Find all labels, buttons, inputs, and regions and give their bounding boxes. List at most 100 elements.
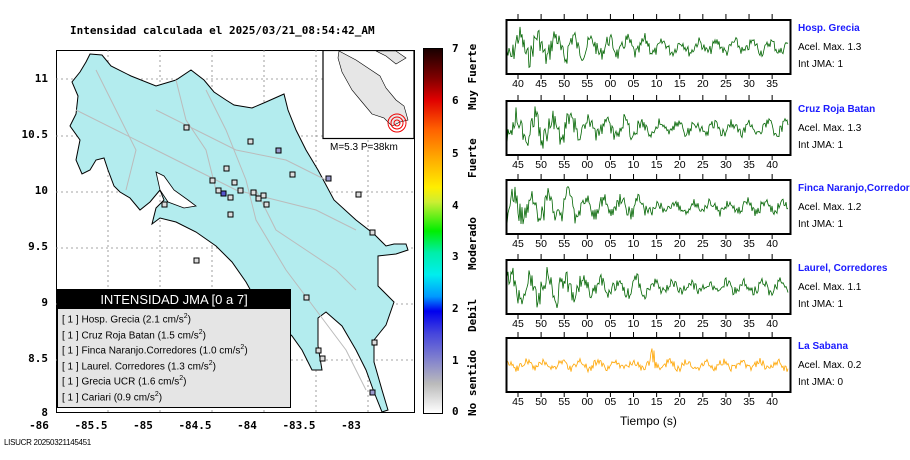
time-tick-label: 35 <box>766 78 778 90</box>
station-marker[interactable] <box>250 189 257 196</box>
time-tick-label: 45 <box>512 318 524 330</box>
station-marker[interactable] <box>355 191 362 198</box>
station-marker[interactable] <box>215 187 222 194</box>
colorbar-tick: 7 <box>452 42 459 55</box>
station-marker[interactable] <box>369 229 376 236</box>
time-tick-label: 30 <box>720 396 732 408</box>
legend-sup: 2 <box>179 375 184 382</box>
colorbar-label: Debil <box>466 298 479 332</box>
station-marker[interactable] <box>227 194 234 201</box>
legend-station: Hosp. Grecia (2.1 cm/s <box>81 314 184 326</box>
station-marker[interactable] <box>319 355 326 362</box>
lat-tick: 10 <box>34 184 48 197</box>
gulf-of-nicoya <box>155 171 197 209</box>
seismogram-plot <box>505 14 792 79</box>
station-marker[interactable] <box>369 389 376 396</box>
lon-tick: -86 <box>29 419 49 432</box>
time-tick-label: 00 <box>581 318 594 330</box>
legend-intensity: [ 1 ] <box>62 345 79 357</box>
station-name: Hosp. Grecia <box>798 23 860 34</box>
time-tick-label: 45 <box>535 78 547 90</box>
seismogram-frame <box>505 337 792 393</box>
legend-station: Cruz Roja Batan (1.5 cm/s <box>81 329 199 341</box>
legend-sup: 2 <box>240 344 245 351</box>
time-tick-label: 15 <box>650 318 663 330</box>
time-tick-label: 00 <box>604 78 617 90</box>
station-marker[interactable] <box>209 177 216 184</box>
station-max-accel: Acel. Max. 1.3 <box>798 42 862 53</box>
station-marker[interactable] <box>223 165 230 172</box>
time-tick-label: 25 <box>720 78 732 90</box>
legend-row: [ 1 ] Cariari (0.9 cm/s2) <box>58 387 290 403</box>
station-marker[interactable] <box>260 192 267 199</box>
time-tick-label: 00 <box>581 159 594 171</box>
legend-intensity: [ 1 ] <box>62 376 79 388</box>
station-name: La Sabana <box>798 341 849 352</box>
legend-header: INTENSIDAD JMA [0 a 7] <box>58 290 290 309</box>
station-marker[interactable] <box>255 195 262 202</box>
station-jma-intensity: Int JMA: 1 <box>798 59 844 70</box>
time-tick-label: 30 <box>720 318 732 330</box>
time-tick-label: 50 <box>558 78 571 90</box>
station-marker[interactable] <box>247 138 254 145</box>
station-marker[interactable] <box>231 179 238 186</box>
station-marker[interactable] <box>237 187 244 194</box>
station-marker[interactable] <box>325 175 332 182</box>
station-marker[interactable] <box>263 201 270 208</box>
colorbar-tick: 5 <box>452 147 459 160</box>
colorbar-label: Moderado <box>466 217 479 270</box>
lat-tick: 9 <box>41 296 48 309</box>
station-marker[interactable] <box>289 171 296 178</box>
station-max-accel: Acel. Max. 1.3 <box>798 123 862 134</box>
time-tick-label: 15 <box>650 238 663 250</box>
legend-row: [ 1 ] Cruz Roja Batan (1.5 cm/s2) <box>58 325 290 341</box>
lat-tick: 8.5 <box>28 352 48 365</box>
station-max-accel: Acel. Max. 0.2 <box>798 360 862 371</box>
time-tick-label: 45 <box>512 238 524 250</box>
lon-tick: -83.5 <box>282 419 316 432</box>
legend-end: ) <box>212 360 216 372</box>
time-tick-label: 30 <box>720 238 732 250</box>
time-tick-label: 45 <box>512 396 524 408</box>
colorbar-label: No sentido <box>466 349 479 416</box>
station-jma-intensity: Int JMA: 1 <box>798 140 844 151</box>
time-tick-label: 05 <box>627 78 640 90</box>
time-tick-label: 10 <box>627 238 640 250</box>
station-marker[interactable] <box>303 294 310 301</box>
station-marker[interactable] <box>183 124 190 131</box>
legend-sup: 2 <box>183 313 188 320</box>
time-tick-label: 00 <box>581 396 594 408</box>
seismogram-frame <box>505 19 792 75</box>
station-marker[interactable] <box>161 201 168 208</box>
waveform-trace <box>506 26 789 69</box>
intensity-legend: INTENSIDAD JMA [0 a 7] [ 1 ] Hosp. Greci… <box>57 289 291 408</box>
legend-intensity: [ 1 ] <box>62 314 79 326</box>
legend-row: [ 1 ] Laurel. Corredores (1.3 cm/s2) <box>58 356 290 372</box>
seismogram-plot <box>505 332 792 397</box>
time-tick-label: 05 <box>604 238 617 250</box>
colorbar-tick: 0 <box>452 405 459 418</box>
station-marker[interactable] <box>315 347 322 354</box>
station-jma-intensity: Int JMA: 1 <box>798 299 844 310</box>
station-marker[interactable] <box>275 147 282 154</box>
lat-tick: 11 <box>34 72 48 85</box>
time-tick-label: 35 <box>743 396 755 408</box>
legend-sup: 2 <box>154 390 159 398</box>
time-tick-label: 30 <box>743 78 755 90</box>
station-marker[interactable] <box>193 257 200 264</box>
time-tick-label: 20 <box>696 78 709 90</box>
time-axis-label: Tiempo (s) <box>620 414 677 428</box>
legend-intensity: [ 1 ] <box>62 360 79 372</box>
legend-station: Finca Naranjo.Corredores (1.0 cm/s <box>81 345 241 357</box>
time-tick-label: 35 <box>743 159 755 171</box>
time-tick-label: 40 <box>766 159 778 171</box>
station-marker[interactable] <box>371 339 378 346</box>
lon-tick: -85 <box>133 419 153 432</box>
time-tick-label: 05 <box>604 318 617 330</box>
time-tick-label: 30 <box>720 159 732 171</box>
time-tick-label: 25 <box>696 318 709 330</box>
station-marker[interactable] <box>227 211 234 218</box>
station-marker[interactable] <box>220 190 227 197</box>
legend-sup: 2 <box>208 359 213 367</box>
time-tick-label: 35 <box>743 238 755 250</box>
